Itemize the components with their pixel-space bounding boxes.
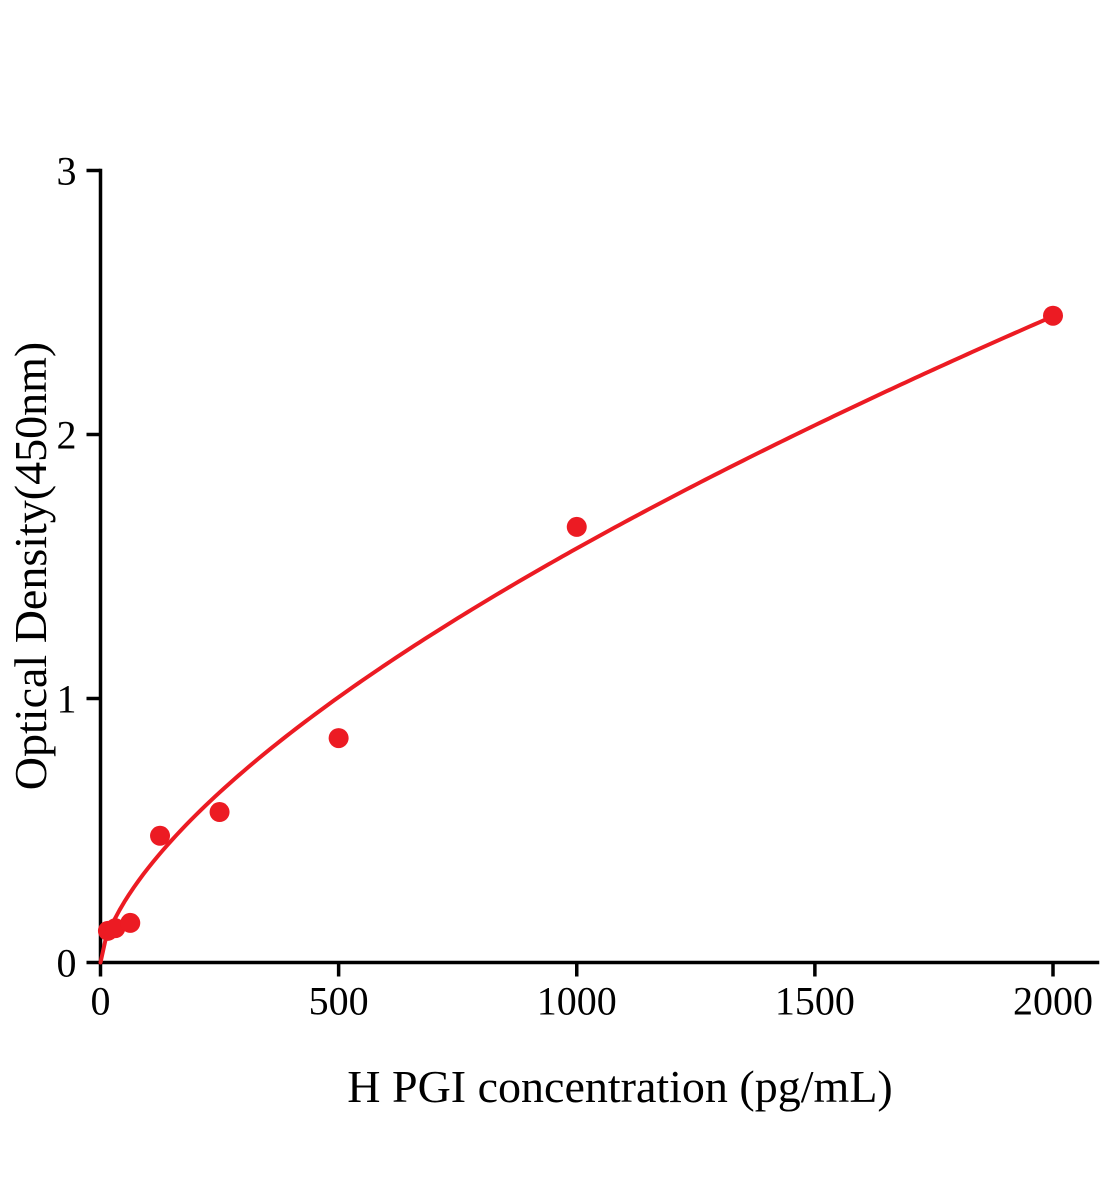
axis-lines bbox=[98, 168, 1100, 965]
y-tick-label: 0 bbox=[57, 941, 77, 986]
plot-layer: 0 1 2 3 0 500 1000 1500 2000 bbox=[57, 149, 1100, 1024]
x-tick-label: 1000 bbox=[537, 979, 617, 1024]
y-tick-label: 1 bbox=[57, 677, 77, 722]
data-point bbox=[120, 912, 141, 933]
x-tick-label: 500 bbox=[309, 979, 369, 1024]
x-tick-label: 1500 bbox=[775, 979, 855, 1024]
x-tick-label: 0 bbox=[91, 979, 111, 1024]
x-axis-title: H PGI concentration (pg/mL) bbox=[347, 1061, 892, 1112]
data-point bbox=[566, 516, 587, 537]
y-tick-label: 3 bbox=[57, 149, 77, 194]
data-point bbox=[1043, 305, 1063, 326]
data-point bbox=[209, 802, 230, 823]
y-axis-title: Optical Density(450nm) bbox=[5, 342, 56, 790]
fit-curve bbox=[98, 314, 1055, 965]
y-tick-label: 2 bbox=[57, 413, 77, 458]
data-point bbox=[150, 825, 171, 846]
x-tick-label: 2000 bbox=[1013, 979, 1093, 1024]
data-point bbox=[328, 728, 349, 749]
